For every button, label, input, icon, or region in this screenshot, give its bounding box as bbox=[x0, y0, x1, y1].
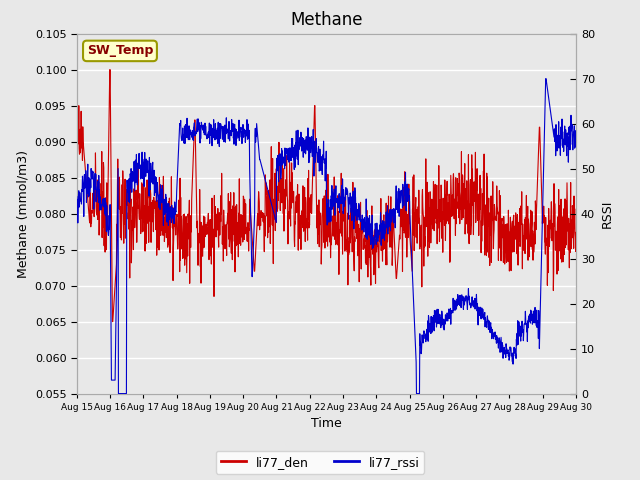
Title: Methane: Methane bbox=[290, 11, 363, 29]
Y-axis label: RSSI: RSSI bbox=[600, 199, 614, 228]
X-axis label: Time: Time bbox=[311, 417, 342, 430]
Y-axis label: Methane (mmol/m3): Methane (mmol/m3) bbox=[16, 150, 29, 277]
Legend: li77_den, li77_rssi: li77_den, li77_rssi bbox=[216, 451, 424, 474]
Text: SW_Temp: SW_Temp bbox=[87, 44, 153, 58]
